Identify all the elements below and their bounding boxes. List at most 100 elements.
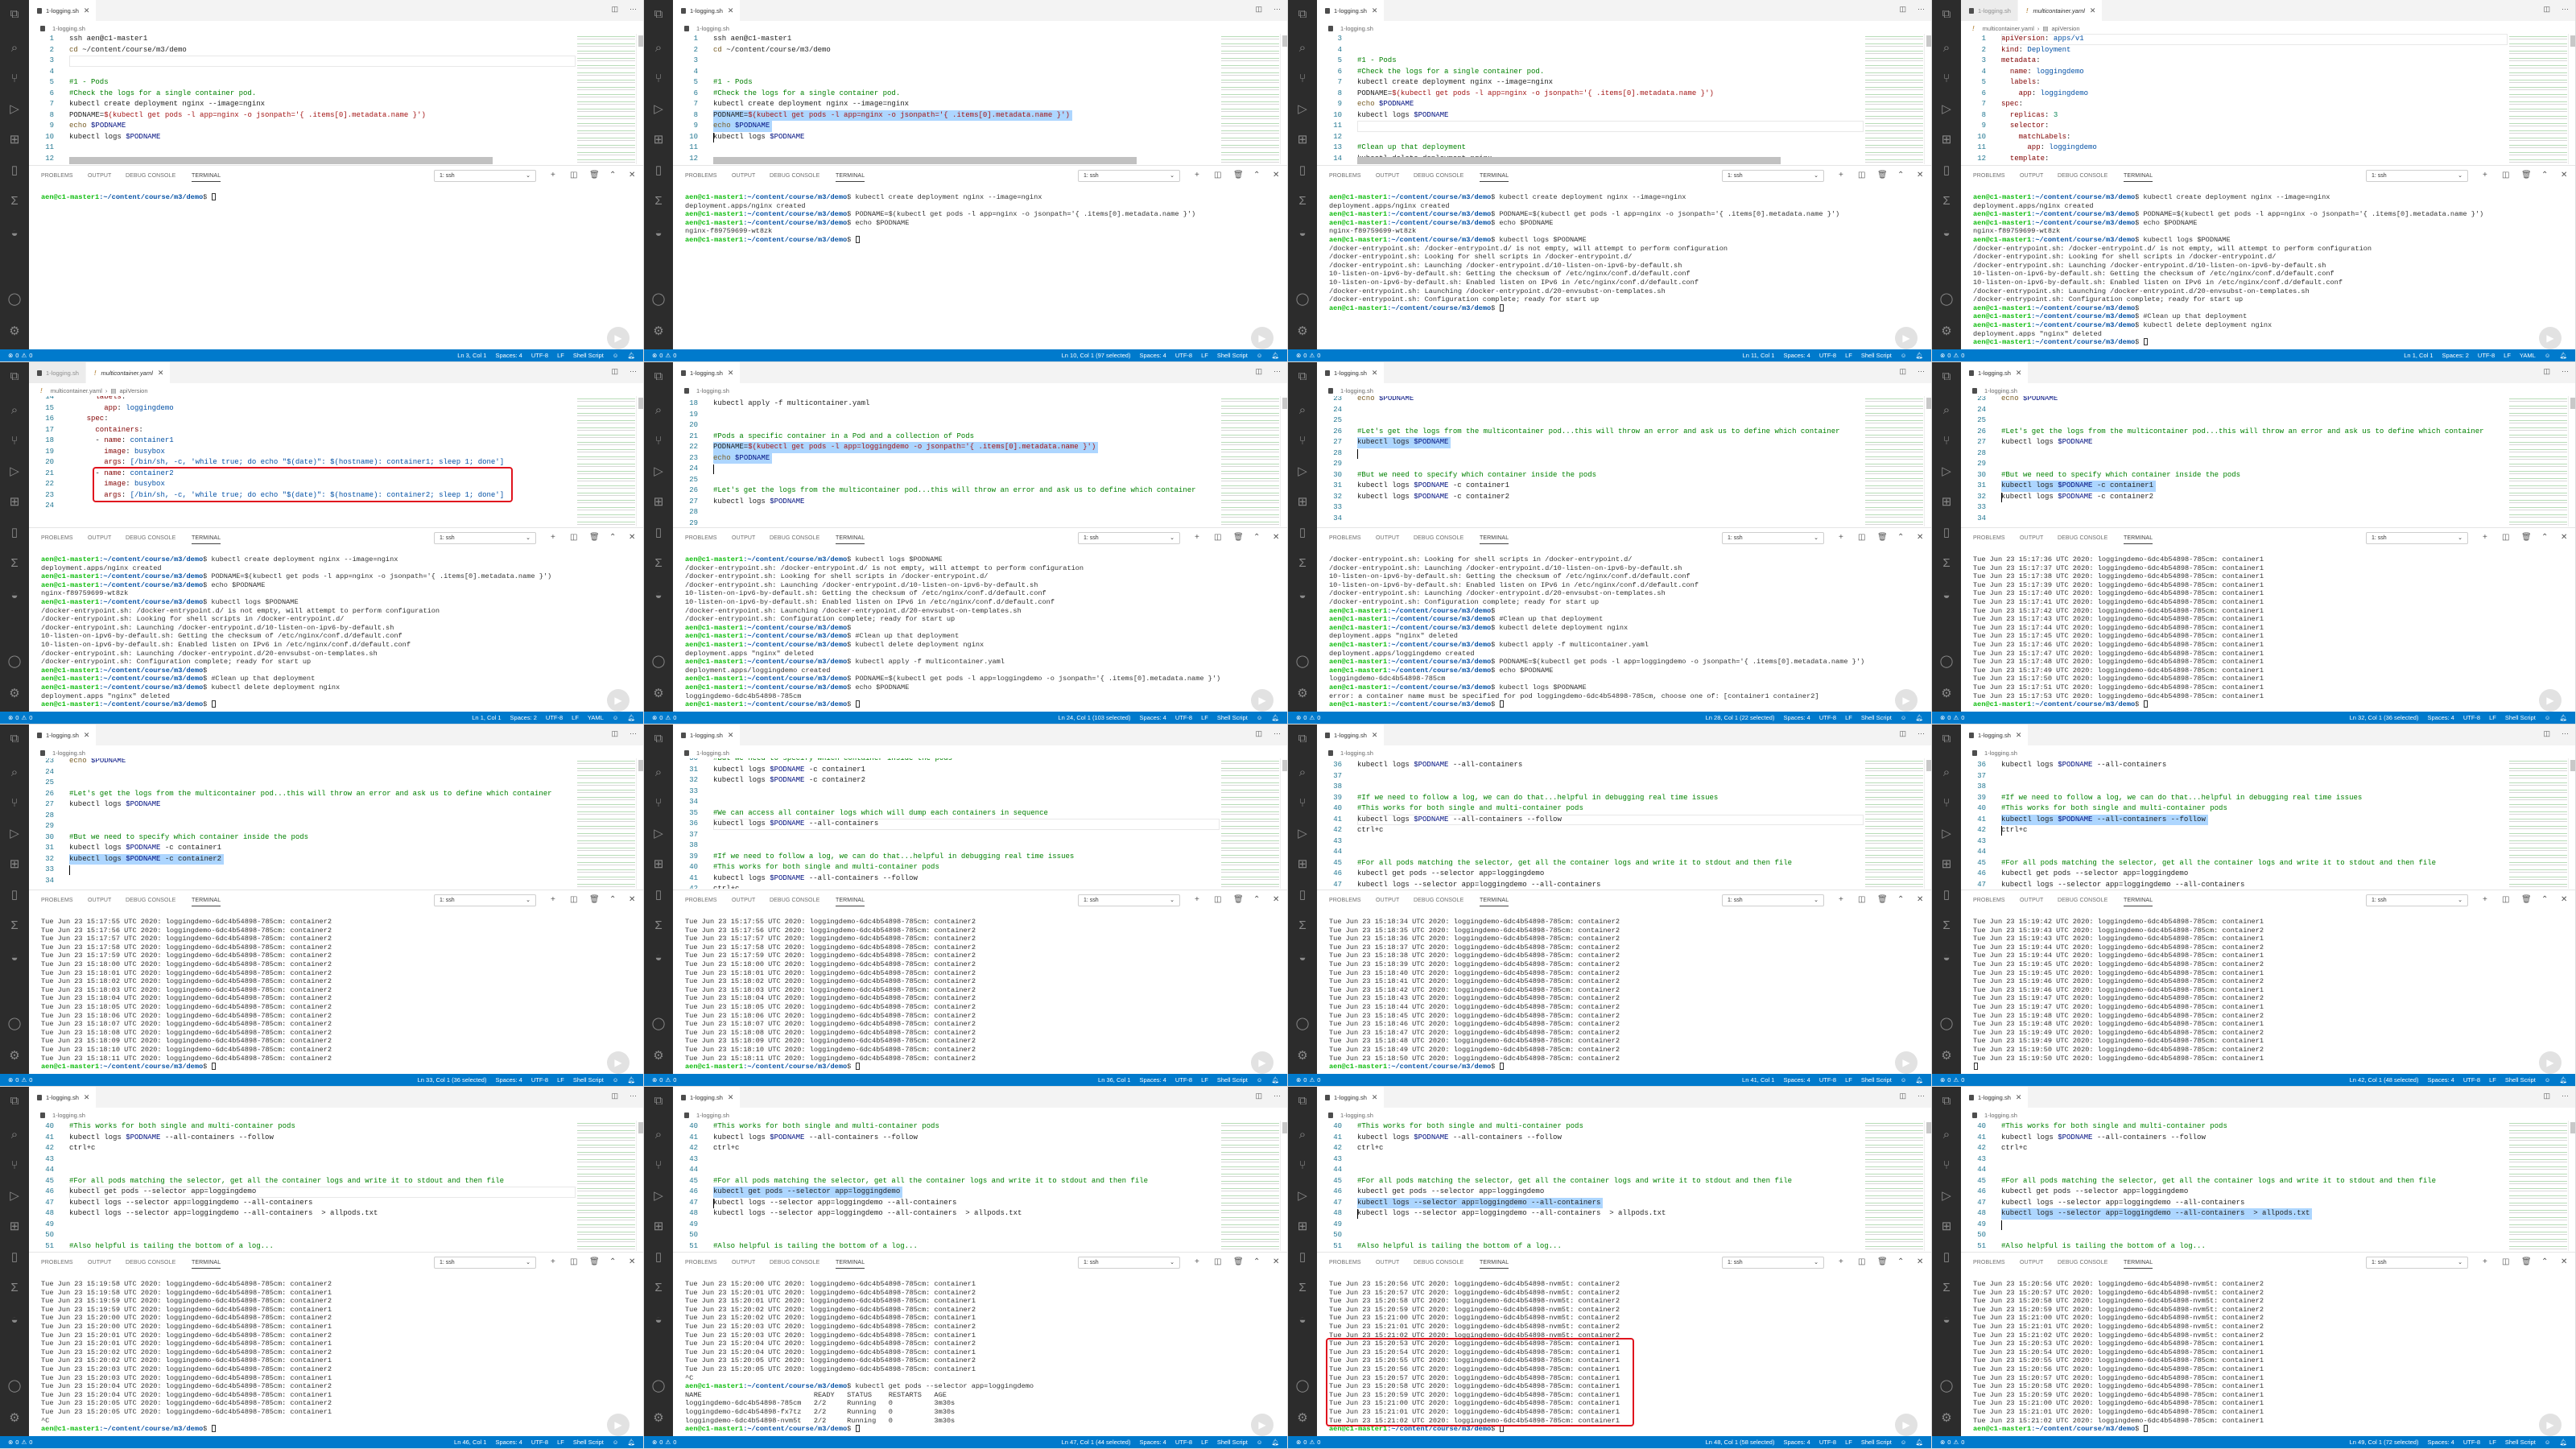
run-debug-icon[interactable]: ▷ <box>10 464 19 478</box>
split-terminal-icon[interactable]: ◫ <box>1858 895 1866 904</box>
code-line[interactable]: 50 <box>1317 1230 1931 1241</box>
code-line[interactable]: 44 <box>1961 847 2575 858</box>
code-line[interactable]: 43 <box>1961 1154 2575 1166</box>
terminal-select[interactable]: 1: ssh ⌄ <box>1078 1257 1180 1269</box>
code-line[interactable]: 42 ctrl+c <box>1961 825 2575 836</box>
breadcrumb-item[interactable]: 1-logging.sh <box>696 24 729 32</box>
code-line[interactable]: 21 - name: container2 <box>29 469 643 480</box>
settings-icon[interactable]: ⚙ <box>1941 687 1952 700</box>
extensions-icon[interactable]: ⊞ <box>9 857 20 871</box>
settings-icon[interactable]: ⚙ <box>1941 1049 1952 1063</box>
close-panel-icon[interactable]: ✕ <box>629 171 636 180</box>
trash-icon[interactable]: 🗑 <box>1877 171 1888 180</box>
code-line[interactable]: 5 #1 - Pods <box>1317 56 1931 67</box>
account-icon[interactable]: ◯ <box>1295 654 1310 668</box>
account-icon[interactable]: ◯ <box>1939 654 1954 668</box>
code-line[interactable]: 18 kubectl apply -f multicontainer.yaml <box>673 398 1287 410</box>
breadcrumb-item[interactable]: 1-logging.sh <box>1340 24 1373 32</box>
language-mode[interactable]: Shell Script <box>1216 714 1248 721</box>
bell-icon[interactable]: 🔔︎ <box>627 714 635 721</box>
book-icon[interactable]: ▯ <box>654 526 663 539</box>
new-terminal-icon[interactable]: + <box>1839 1257 1843 1266</box>
source-control-icon[interactable]: ⑂ <box>654 1158 663 1172</box>
code-line[interactable]: 42 ctrl+c <box>673 884 1287 889</box>
encoding[interactable]: UTF-8 <box>2477 352 2496 359</box>
code-line[interactable]: 50 <box>1961 1230 2575 1241</box>
scrollbar-thumb[interactable] <box>638 398 643 409</box>
minimap[interactable] <box>1221 34 1279 164</box>
extensions-icon[interactable]: ⊞ <box>653 495 664 509</box>
scrollbar-thumb[interactable] <box>1282 35 1287 47</box>
source-control-icon[interactable]: ⑂ <box>1942 1158 1951 1172</box>
split-editor-icon[interactable]: ◫ <box>1899 367 1906 375</box>
code-line[interactable]: 13 #Clean up that deployment <box>1317 142 1931 154</box>
search-icon[interactable]: ⌕ <box>1298 1128 1307 1141</box>
docker-icon[interactable]: ◒ <box>1942 226 1951 240</box>
cursor-position[interactable]: Ln 48, Col 1 (58 selected) <box>1705 1439 1775 1446</box>
panel-tab[interactable]: DEBUG CONSOLE <box>1414 173 1464 179</box>
indentation[interactable]: Spaces: 4 <box>2427 1076 2454 1084</box>
code-line[interactable]: 22 PODNAME=$(kubectl get pods -l app=logg… <box>673 442 1287 453</box>
minimap[interactable] <box>2509 758 2567 889</box>
settings-icon[interactable]: ⚙ <box>653 324 664 338</box>
breadcrumb-item[interactable]: 1-logging.sh <box>1984 1111 2017 1119</box>
encoding[interactable]: UTF-8 <box>1174 352 1193 359</box>
terminal-icon[interactable]: Σ <box>1298 1281 1307 1294</box>
code-line[interactable]: 14 labels: <box>29 396 643 403</box>
trash-icon[interactable]: 🗑 <box>1877 1257 1888 1266</box>
code-line[interactable]: 44 <box>1317 1165 1931 1176</box>
problems-indicator[interactable]: ⊗ 0 ⚠ 0 <box>1296 1436 1320 1448</box>
panel-tab[interactable]: DEBUG CONSOLE <box>2058 535 2108 541</box>
code-line[interactable]: 9 echo $PODNAME <box>673 121 1287 132</box>
terminal-output[interactable]: Tue Jun 23 15:19:42 UTC 2020: loggingdem… <box>1973 918 2567 1072</box>
language-mode[interactable]: Shell Script <box>1860 352 1892 359</box>
feedback-icon[interactable]: ☺ <box>1256 1076 1263 1084</box>
problems-indicator[interactable]: ⊗ 0 ⚠ 0 <box>8 349 32 361</box>
settings-icon[interactable]: ⚙ <box>1941 324 1952 338</box>
breadcrumb-item[interactable]: 1-logging.sh <box>52 749 85 757</box>
feedback-icon[interactable]: ☺ <box>1256 352 1263 359</box>
code-line[interactable]: 45 #For all pods matching the selector, g… <box>1317 1176 1931 1187</box>
code-line[interactable]: 3 metadata: <box>1961 56 2575 67</box>
account-icon[interactable]: ◯ <box>1295 292 1310 306</box>
code-line[interactable]: 23 echo $PODNAME <box>1317 396 1931 405</box>
language-mode[interactable]: YAML <box>587 714 604 721</box>
bell-icon[interactable]: 🔔︎ <box>1271 1076 1279 1084</box>
code-editor[interactable]: 23 echo $PODNAME 24 25 26 #Let's get the logs… <box>29 758 643 889</box>
source-control-icon[interactable]: ⑂ <box>1942 434 1951 448</box>
terminal-select[interactable]: 1: ssh ⌄ <box>2366 1257 2468 1269</box>
split-terminal-icon[interactable]: ◫ <box>1214 171 1222 180</box>
end-of-line[interactable]: LF <box>1201 1076 1208 1084</box>
code-line[interactable]: 31 kubectl logs $PODNAME -c container1 <box>1961 481 2575 492</box>
code-line[interactable]: 44 <box>1961 1165 2575 1176</box>
split-terminal-icon[interactable]: ◫ <box>1858 1257 1866 1266</box>
code-line[interactable]: 43 <box>1317 836 1931 848</box>
panel-tab[interactable]: TERMINAL <box>836 535 865 544</box>
vertical-scrollbar[interactable] <box>1924 396 1931 526</box>
close-icon[interactable]: ✕ <box>2015 1092 2022 1101</box>
indentation[interactable]: Spaces: 4 <box>1139 1076 1166 1084</box>
editor-tab[interactable]: 1-logging.sh ✕ <box>673 362 741 383</box>
encoding[interactable]: UTF-8 <box>1818 714 1837 721</box>
panel-tab[interactable]: DEBUG CONSOLE <box>126 898 176 903</box>
code-line[interactable]: 4 <box>29 67 643 78</box>
panel-tab[interactable]: DEBUG CONSOLE <box>770 1260 820 1265</box>
code-line[interactable]: 44 <box>29 1165 643 1176</box>
encoding[interactable]: UTF-8 <box>1818 1439 1837 1446</box>
new-terminal-icon[interactable]: + <box>2483 1257 2487 1266</box>
panel-tab[interactable]: PROBLEMS <box>1973 1260 2005 1265</box>
terminal-select[interactable]: 1: ssh ⌄ <box>2366 532 2468 544</box>
feedback-icon[interactable]: ☺ <box>1900 714 1907 721</box>
files-icon[interactable]: ⧉ <box>10 732 19 745</box>
vertical-scrollbar[interactable] <box>2568 34 2575 164</box>
indentation[interactable]: Spaces: 4 <box>2427 714 2454 721</box>
code-line[interactable]: 32 kubectl logs $PODNAME -c container2 <box>29 853 643 865</box>
problems-indicator[interactable]: ⊗ 0 ⚠ 0 <box>1296 1074 1320 1086</box>
new-terminal-icon[interactable]: + <box>1839 895 1843 904</box>
account-icon[interactable]: ◯ <box>1939 1017 1954 1030</box>
book-icon[interactable]: ▯ <box>1298 1250 1307 1264</box>
more-actions-icon[interactable]: ⋯ <box>630 729 637 737</box>
code-line[interactable]: 12 template: <box>1961 154 2575 165</box>
terminal-output[interactable]: Tue Jun 23 15:17:55 UTC 2020: loggingdem… <box>41 918 635 1072</box>
panel-tab[interactable]: DEBUG CONSOLE <box>126 173 176 179</box>
